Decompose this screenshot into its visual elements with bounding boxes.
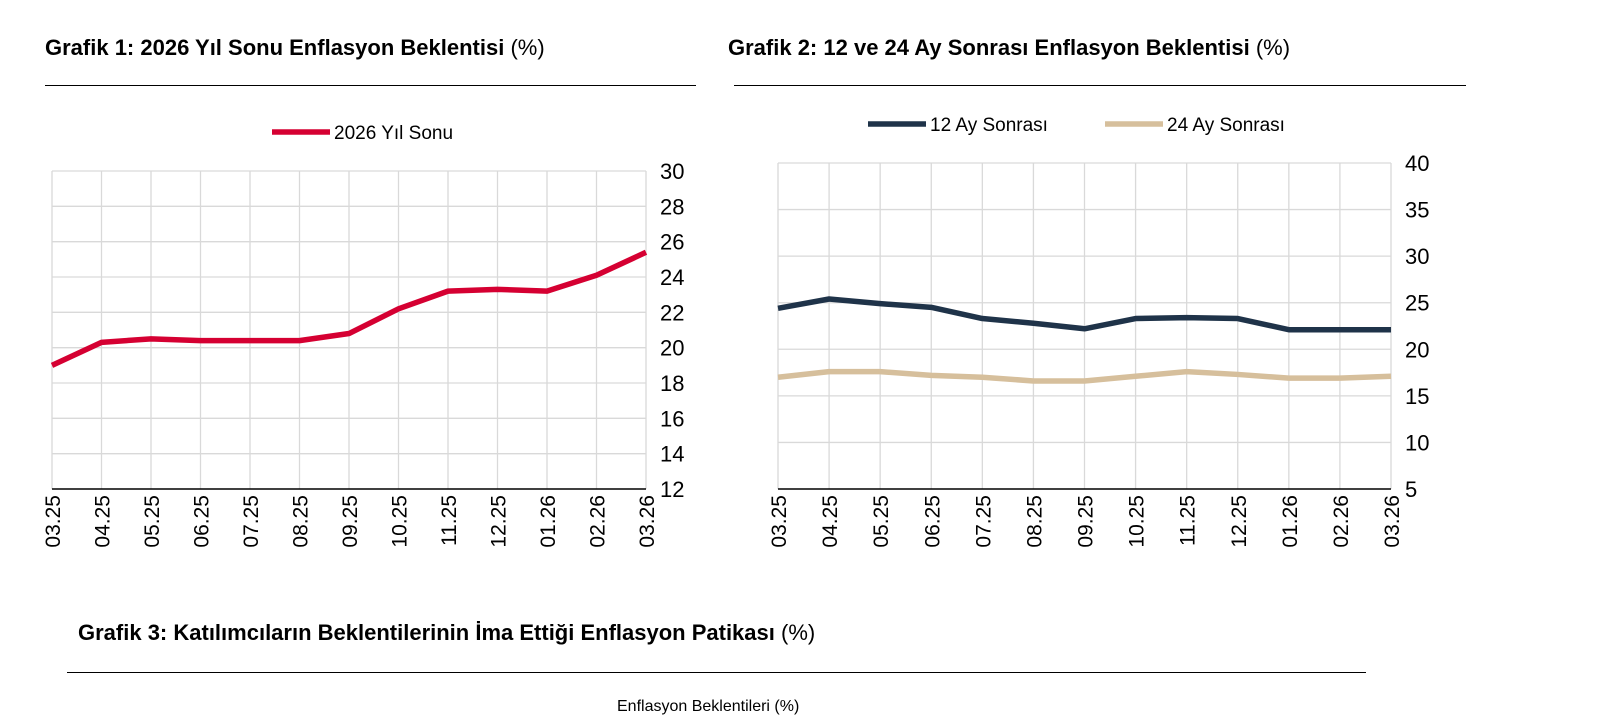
chart1-ytick-label: 22 (660, 300, 684, 325)
chart2-ytick-label: 35 (1405, 198, 1429, 223)
chart1-xtick-label: 10.25 (389, 495, 412, 548)
chart1-xtick-label: 07.25 (240, 495, 263, 548)
chart1-title-unit: (%) (510, 35, 545, 60)
chart2-legend-label-2: 24 Ay Sonrası (1167, 115, 1285, 136)
chart2-title-rule (734, 85, 1466, 86)
chart1-ytick-label: 24 (660, 265, 684, 290)
chart3-title-unit: (%) (781, 620, 816, 645)
chart2-xtick-label: 10.25 (1126, 495, 1149, 548)
chart1-legend-label-1: 2026 Yıl Sonu (334, 123, 453, 144)
chart2-ytick-label: 40 (1405, 151, 1429, 176)
chart1-xtick-label: 05.25 (141, 495, 164, 548)
chart1-xtick-label: 01.26 (537, 495, 560, 548)
chart2-xtick-label: 03.26 (1381, 495, 1404, 548)
chart3-subtitle: Enflasyon Beklentileri (%) (617, 698, 800, 715)
chart1-ytick-label: 26 (660, 230, 684, 255)
chart3-title: Grafik 3: Katılımcıların Beklentilerinin… (78, 620, 815, 646)
chart1-xtick-label: 04.25 (92, 495, 115, 548)
chart2-title: Grafik 2: 12 ve 24 Ay Sonrası Enflasyon … (728, 35, 1290, 61)
chart2-ytick-label: 30 (1405, 244, 1429, 269)
chart2-xtick-label: 06.25 (921, 495, 944, 548)
chart2-xtick-label: 05.25 (870, 495, 893, 548)
chart2-title-unit: (%) (1255, 35, 1291, 60)
chart1-ytick-label: 16 (660, 406, 684, 431)
chart1-xtick-label: 03.25 (42, 495, 65, 548)
chart1-xtick-label: 09.25 (339, 495, 362, 548)
chart2-ytick-label: 15 (1405, 384, 1429, 409)
chart2-title-text: Grafik 2: 12 ve 24 Ay Sonrası Enflasyon … (728, 35, 1250, 60)
chart1-xtick-label: 11.25 (438, 495, 461, 546)
chart2-xtick-label: 08.25 (1023, 495, 1046, 548)
chart2-xtick-label: 12.25 (1228, 495, 1251, 548)
chart1-xtick-label: 08.25 (290, 495, 313, 548)
chart2-ytick-label: 25 (1405, 291, 1429, 316)
chart2-ytick-label: 20 (1405, 337, 1429, 362)
chart2-ytick-label: 5 (1405, 477, 1417, 502)
chart2-xtick-label: 01.26 (1279, 495, 1302, 548)
chart1-ytick-label: 12 (660, 477, 684, 502)
chart2-legend-label-1: 12 Ay Sonrası (930, 115, 1048, 136)
chart1-title-text: Grafik 1: 2026 Yıl Sonu Enflasyon Beklen… (45, 35, 505, 60)
chart3-title-rule (67, 672, 1366, 673)
chart1-title-rule (45, 85, 696, 86)
chart1-title: Grafik 1: 2026 Yıl Sonu Enflasyon Beklen… (45, 35, 545, 61)
chart2-ytick-label: 10 (1405, 430, 1429, 455)
chart1-xtick-label: 03.26 (636, 495, 659, 548)
chart1-xtick-label: 06.25 (191, 495, 214, 548)
chart2-xtick-label: 02.26 (1330, 495, 1353, 548)
chart2-xtick-label: 07.25 (972, 495, 995, 548)
chart1-ytick-label: 18 (660, 371, 684, 396)
chart2-xtick-label: 11.25 (1177, 495, 1200, 546)
chart1-ytick-label: 14 (660, 442, 684, 467)
chart2-xtick-label: 04.25 (819, 495, 842, 548)
chart1-ytick-label: 30 (660, 159, 684, 184)
chart2-xtick-label: 03.25 (768, 495, 791, 548)
chart1-ytick-label: 20 (660, 336, 684, 361)
chart1-ytick-label: 28 (660, 194, 684, 219)
chart2-xtick-label: 09.25 (1075, 495, 1098, 548)
chart1-xtick-label: 12.25 (488, 495, 511, 548)
chart1-xtick-label: 02.26 (587, 495, 610, 548)
chart3-title-text: Grafik 3: Katılımcıların Beklentilerinin… (78, 620, 775, 645)
